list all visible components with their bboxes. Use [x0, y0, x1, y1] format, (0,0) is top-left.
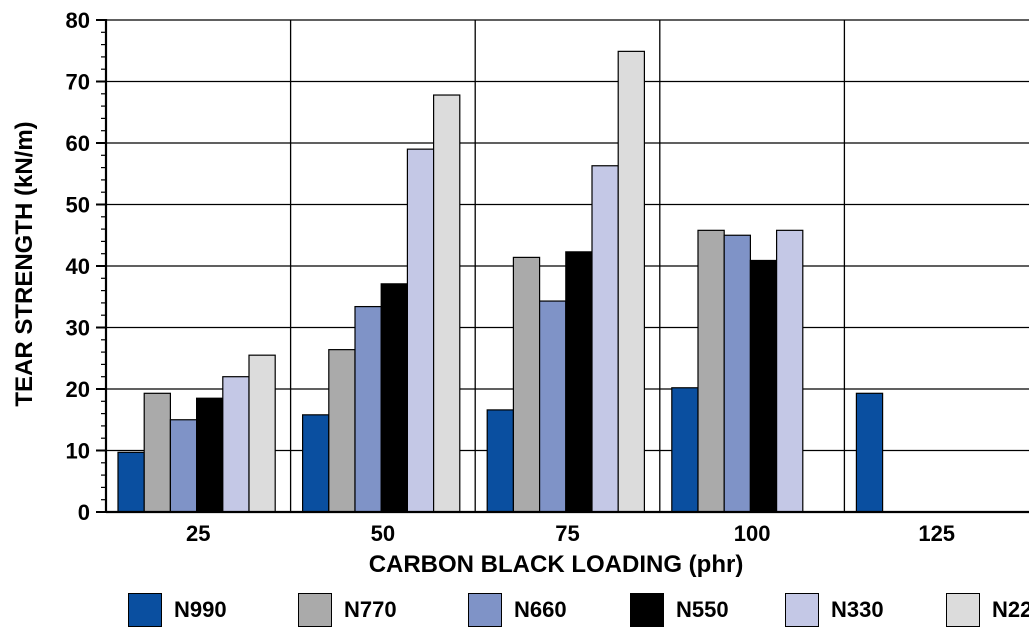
bar-n220-50 [433, 94, 461, 513]
bar-n550-100 [749, 259, 778, 513]
bar-n990-50 [302, 414, 330, 513]
y-tick-label: 10 [66, 439, 90, 464]
legend-item-n660: N660 [468, 588, 567, 632]
x-tick-label: 50 [371, 521, 395, 546]
x-tick-label: 75 [555, 521, 579, 546]
bar-n990-125 [855, 392, 884, 513]
bar-n770-25 [143, 392, 171, 513]
legend-label: N330 [831, 597, 884, 622]
bar-n990-100 [671, 387, 699, 513]
bar-n770-50 [328, 349, 356, 513]
legend-swatch [630, 593, 664, 627]
bar-n770-75 [512, 256, 541, 513]
y-tick-label: 40 [66, 254, 90, 279]
bar-n220-75 [617, 50, 646, 513]
bar-n330-100 [775, 229, 804, 513]
legend: N990 N770 N660 N550 N330 N220 [0, 588, 1029, 632]
bar-n550-75 [565, 251, 593, 513]
bar-n330-75 [591, 165, 619, 513]
y-tick-label: 70 [66, 70, 90, 95]
bar-n770-100 [697, 229, 725, 513]
y-tick-label: 80 [66, 8, 90, 33]
legend-item-n990: N990 [128, 588, 227, 632]
legend-swatch [128, 593, 162, 627]
y-tick-labels: 0 10 20 30 40 50 60 70 80 [66, 8, 90, 525]
legend-swatch [946, 593, 980, 627]
legend-label: N770 [344, 597, 397, 622]
bar-n990-75 [486, 409, 515, 513]
legend-label: N550 [676, 597, 729, 622]
bar-n220-25 [248, 354, 276, 513]
bar-n550-50 [380, 283, 409, 513]
legend-item-n220: N220 [946, 588, 1029, 632]
y-tick-label: 0 [78, 500, 90, 525]
bar-n660-25 [169, 419, 198, 513]
bar-n550-25 [196, 397, 224, 513]
bar-n660-100 [723, 234, 752, 513]
legend-item-n330: N330 [785, 588, 884, 632]
x-tick-label: 25 [186, 521, 210, 546]
y-tick-label: 30 [66, 316, 90, 341]
legend-swatch [468, 593, 502, 627]
bar-n330-25 [222, 376, 250, 513]
x-tick-labels: 25 50 75 100 125 [186, 521, 955, 546]
bar-n660-50 [354, 305, 382, 513]
legend-label: N220 [992, 597, 1029, 622]
x-axis-label: CARBON BLACK LOADING (phr) [369, 551, 744, 578]
bar-n990-25 [117, 451, 145, 513]
legend-swatch [298, 593, 332, 627]
bar-n330-50 [406, 148, 435, 513]
y-tick-label: 50 [66, 193, 90, 218]
legend-swatch [785, 593, 819, 627]
x-tick-label: 100 [734, 521, 771, 546]
axes [96, 19, 1029, 514]
legend-label: N660 [514, 597, 567, 622]
y-axis-label: TEAR STRENGTH (kN/m) [11, 121, 38, 406]
bars [117, 50, 884, 513]
legend-item-n770: N770 [298, 588, 397, 632]
y-tick-label: 20 [66, 377, 90, 402]
y-tick-label: 60 [66, 131, 90, 156]
x-tick-label: 125 [918, 521, 955, 546]
bar-n660-75 [538, 300, 567, 513]
legend-label: N990 [174, 597, 227, 622]
legend-item-n550: N550 [630, 588, 729, 632]
